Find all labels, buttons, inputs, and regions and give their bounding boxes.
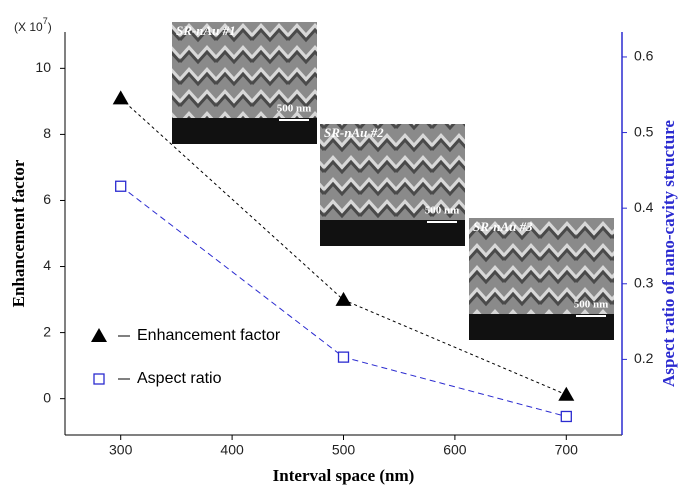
y2-tick-label: 0.2 bbox=[634, 350, 654, 366]
y2-tick-label: 0.3 bbox=[634, 274, 654, 290]
y2-tick-label: 0.4 bbox=[634, 199, 654, 215]
scale-label: 500 nm bbox=[277, 103, 312, 115]
inset-label: SR-nAu #3 bbox=[473, 219, 533, 234]
y-tick-label: 0 bbox=[43, 389, 51, 405]
marker-triangle bbox=[558, 387, 574, 401]
marker-square bbox=[339, 352, 349, 362]
y-multiplier: (X 107) bbox=[14, 16, 52, 34]
marker-square bbox=[116, 181, 126, 191]
x-tick-label: 700 bbox=[555, 442, 579, 458]
inset-image: SR-nAu #3 500 nm bbox=[469, 218, 614, 340]
marker-square bbox=[561, 411, 571, 421]
substrate bbox=[320, 220, 465, 246]
x-tick-label: 300 bbox=[109, 442, 133, 458]
scale-label: 500 nm bbox=[574, 299, 609, 311]
x-tick-label: 400 bbox=[220, 442, 244, 458]
y-tick-label: 10 bbox=[35, 59, 51, 75]
y2-tick-label: 0.5 bbox=[634, 123, 654, 139]
x-tick-label: 600 bbox=[443, 442, 467, 458]
legend-entry: Aspect ratio bbox=[94, 370, 222, 387]
y-axis-title: Enhancement factor bbox=[9, 159, 28, 307]
inset-label: SR-nAu #1 bbox=[176, 23, 236, 38]
marker-triangle bbox=[336, 292, 352, 306]
legend-label: Aspect ratio bbox=[137, 370, 222, 387]
x-axis-title: Interval space (nm) bbox=[273, 466, 415, 485]
marker-triangle bbox=[113, 90, 129, 104]
multiplier-suffix: ) bbox=[48, 20, 52, 34]
multiplier-prefix: (X 10 bbox=[14, 20, 43, 34]
scale-label: 500 nm bbox=[425, 205, 460, 217]
inset-label: SR-nAu #2 bbox=[324, 125, 384, 140]
substrate bbox=[172, 118, 317, 144]
y-tick-label: 2 bbox=[43, 323, 51, 339]
chart: SR-nAu #1 500 nm SR-nAu #2 500 nm SR-nAu #3 5… bbox=[0, 0, 681, 488]
y2-axis-title: Aspect ratio of nano-cavity structure bbox=[659, 120, 678, 387]
marker-triangle bbox=[91, 328, 107, 342]
marker-square bbox=[94, 374, 104, 384]
substrate bbox=[469, 314, 614, 340]
inset-image: SR-nAu #2 500 nm bbox=[320, 124, 465, 246]
legend-label: Enhancement factor bbox=[137, 327, 281, 344]
y-tick-label: 8 bbox=[43, 125, 51, 141]
y-tick-label: 4 bbox=[43, 257, 51, 273]
y-tick-label: 6 bbox=[43, 191, 51, 207]
legend-entry: Enhancement factor bbox=[91, 327, 281, 344]
y2-tick-label: 0.6 bbox=[634, 48, 654, 64]
x-tick-label: 500 bbox=[332, 442, 356, 458]
inset-image: SR-nAu #1 500 nm bbox=[172, 22, 317, 144]
